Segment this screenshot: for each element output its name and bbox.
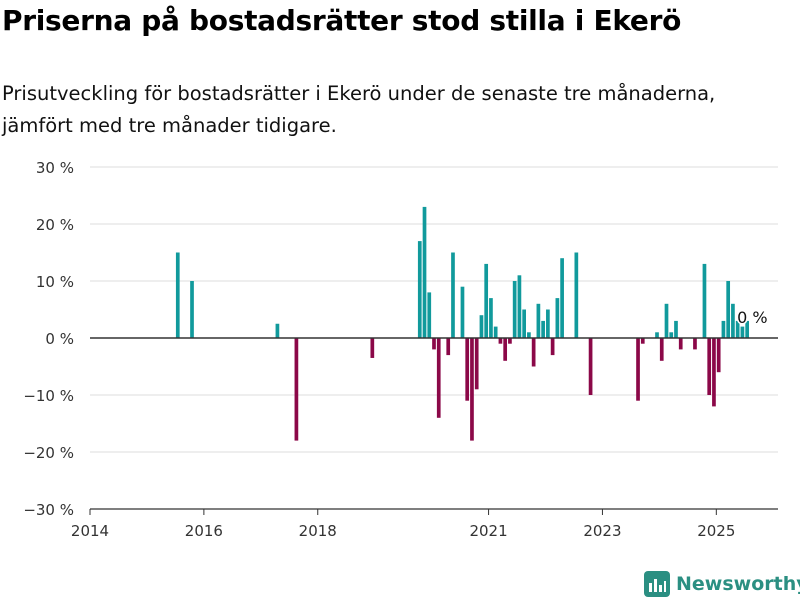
y-tick-label: 0 %: [45, 330, 74, 348]
bar: [588, 338, 593, 395]
bar: [536, 303, 541, 338]
axes: [89, 337, 778, 515]
bar: [493, 326, 498, 338]
x-tick-label: 2018: [299, 522, 337, 540]
bar: [275, 323, 280, 338]
bar: [503, 338, 508, 361]
bar: [175, 252, 180, 338]
bar: [560, 258, 564, 338]
y-tick-label: −20 %: [23, 444, 74, 462]
labels: 30 % 20 % 10 % 0 % −10 % −20 % −30 % 2014 2016 20…: [23, 159, 769, 540]
bar: [674, 320, 678, 338]
bar: [479, 315, 484, 338]
bar: [541, 320, 545, 338]
bar: [484, 263, 489, 338]
bar: [422, 206, 427, 338]
bars: [175, 206, 750, 441]
newsworthy-logo: Newsworthy: [644, 569, 800, 599]
bar: [436, 338, 441, 418]
bar: [489, 298, 493, 338]
bar: [693, 338, 697, 350]
x-tick-label: 2021: [469, 522, 507, 540]
bar: [636, 338, 640, 401]
bar: [370, 338, 375, 358]
bar: [731, 303, 735, 338]
bar: [712, 338, 716, 407]
bar: [655, 332, 659, 338]
bar: [427, 292, 432, 338]
bar: [735, 320, 740, 338]
bar: [531, 338, 536, 367]
bar: [446, 338, 451, 356]
bar: [555, 298, 560, 338]
y-tick-label: 30 %: [36, 159, 74, 177]
bar: [474, 338, 479, 390]
x-tick-label: 2014: [71, 522, 109, 540]
bar: [550, 338, 555, 356]
x-tick-label: 2016: [185, 522, 223, 540]
last-value-label: 0 %: [737, 308, 767, 327]
bar: [664, 303, 669, 338]
y-tick-label: 20 %: [36, 216, 74, 234]
bar: [716, 338, 721, 373]
bar: [190, 281, 194, 338]
newsworthy-wordmark: Newsworthy: [676, 573, 800, 595]
bar: [294, 338, 299, 441]
bar: [669, 332, 674, 338]
bar: [546, 309, 550, 338]
bar: [678, 338, 683, 350]
bar: [465, 338, 470, 401]
newsworthy-chart-icon: [644, 571, 670, 597]
bar: [512, 281, 517, 338]
bar: [745, 320, 750, 338]
bar: [417, 241, 422, 338]
bar: [527, 332, 531, 338]
bar: [726, 281, 731, 338]
y-tick-label: 10 %: [36, 273, 74, 291]
chart-title: Priserna på bostadsrätter stod stilla i …: [2, 4, 682, 37]
bar: [659, 338, 664, 361]
bar: [702, 263, 707, 338]
bar: [740, 326, 745, 338]
bar: [517, 275, 522, 338]
chart-subtitle: Prisutveckling för bostadsrätter i Ekerö…: [2, 82, 716, 137]
x-tick-label: 2025: [697, 522, 735, 540]
bar: [707, 338, 712, 395]
bar: [640, 338, 645, 344]
bar: [498, 338, 503, 344]
bar: [460, 286, 465, 338]
bar: [432, 338, 436, 350]
bar: [522, 309, 526, 338]
bar: [470, 338, 474, 441]
bar: [508, 338, 512, 344]
bar: [574, 252, 579, 338]
y-tick-label: −10 %: [23, 387, 74, 405]
bar: [721, 320, 726, 338]
x-tick-label: 2023: [583, 522, 621, 540]
bar-chart: 30 % 20 % 10 % 0 % −10 % −20 % −30 % 2014 2016 20…: [23, 159, 778, 540]
y-tick-label: −30 %: [23, 501, 74, 519]
bar: [451, 252, 455, 338]
